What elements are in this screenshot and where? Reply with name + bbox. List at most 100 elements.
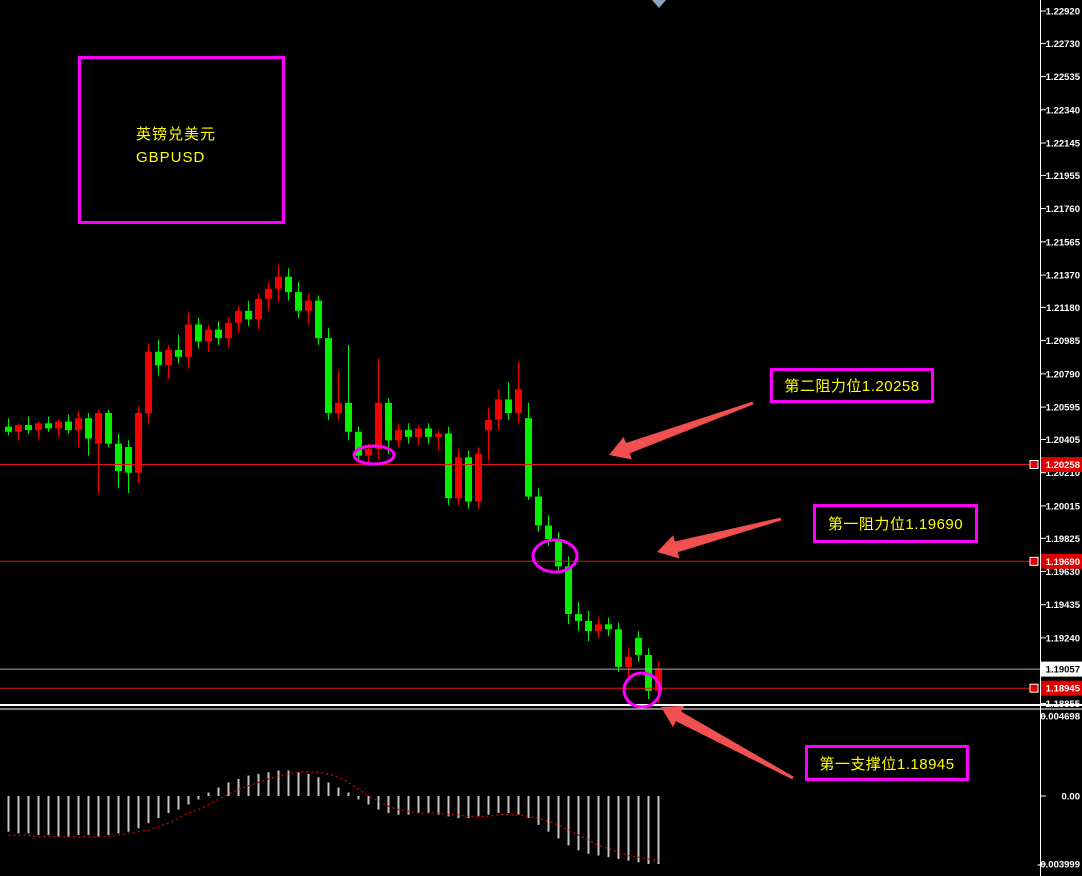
indicator-bar — [317, 777, 320, 796]
scroll-marker-icon[interactable] — [652, 0, 666, 8]
candle-body — [585, 620, 592, 632]
highlight-ellipse[interactable] — [622, 671, 662, 709]
candle-body — [185, 324, 192, 357]
price-axis-label: 1.20595 — [1046, 403, 1081, 414]
indicator-bar — [207, 792, 210, 796]
candle-body — [415, 428, 422, 437]
candle-body — [265, 288, 272, 299]
candle-body — [145, 351, 152, 413]
indicator-bar — [367, 796, 370, 805]
support1-label-box[interactable]: 第一支撑位1.18945 — [805, 745, 969, 781]
indicator-bar — [117, 796, 120, 834]
indicator-axis-label: 0.004698 — [1040, 712, 1080, 723]
resistance2-label-box[interactable]: 第二阻力位1.20258 — [770, 368, 934, 403]
resistance1-label-box[interactable]: 第一阻力位1.19690 — [813, 504, 978, 543]
symbol-info-box[interactable]: 英镑兑美元 GBPUSD — [78, 56, 285, 224]
price-axis-label: 1.22535 — [1046, 72, 1081, 83]
pane-separator[interactable] — [0, 708, 1082, 710]
candle-body — [445, 433, 452, 499]
price-tag-text: 1.19690 — [1046, 557, 1080, 568]
candle-body — [545, 525, 552, 540]
candle-body — [625, 656, 632, 667]
level-anchor-square — [1029, 556, 1039, 566]
indicator-bar — [297, 772, 300, 796]
indicator-bar — [457, 796, 460, 819]
indicator-bar — [307, 773, 310, 796]
pane-separator[interactable] — [0, 704, 1082, 706]
price-axis-label: 1.21180 — [1046, 303, 1080, 314]
indicator-bar — [67, 796, 70, 837]
indicator-bar — [277, 770, 280, 796]
price-axis-label: 1.22145 — [1046, 139, 1081, 150]
candle-body — [275, 276, 282, 289]
indicator-bar — [267, 772, 270, 796]
resistance2-label-text: 第二阻力位1.20258 — [784, 378, 920, 395]
indicator-bar — [357, 796, 360, 800]
price-axis-label: 1.21760 — [1046, 204, 1080, 215]
highlight-ellipse[interactable] — [352, 444, 396, 466]
symbol-ticker: GBPUSD — [136, 149, 206, 166]
candle-body — [255, 298, 262, 320]
indicator-bar — [437, 796, 440, 815]
price-tag-level — [1041, 680, 1082, 696]
candle-body — [35, 423, 42, 431]
indicator-bar — [217, 787, 220, 796]
indicator-bar — [477, 796, 480, 817]
candle-body — [175, 350, 182, 357]
candle-body — [455, 457, 462, 499]
indicator-bar — [627, 796, 630, 861]
resistance1-label-text: 第一阻力位1.19690 — [827, 516, 964, 533]
indicator-bar — [327, 782, 330, 796]
price-tag-text: 1.18945 — [1046, 684, 1081, 695]
indicator-bar — [97, 796, 100, 837]
indicator-bar — [257, 773, 260, 796]
price-axis-label: 1.20405 — [1046, 435, 1081, 446]
candle-body — [515, 389, 522, 414]
candle-body — [115, 443, 122, 471]
price-axis-label: 1.22340 — [1046, 105, 1080, 116]
candle-body — [335, 402, 342, 413]
indicator-bar — [197, 796, 200, 800]
indicator-bar — [237, 779, 240, 796]
candle-body — [135, 413, 142, 473]
candle-body — [215, 329, 222, 339]
annotation-arrow[interactable] — [661, 705, 794, 780]
price-tag-level — [1041, 553, 1082, 569]
highlight-ellipse[interactable] — [531, 538, 579, 574]
candle-body — [655, 669, 662, 691]
candle-body — [235, 310, 242, 323]
annotation-arrow[interactable] — [609, 401, 754, 460]
indicator-bar — [187, 796, 190, 805]
candle-body — [305, 300, 312, 311]
candle-body — [345, 402, 352, 432]
price-axis-label: 1.19825 — [1046, 534, 1081, 545]
price-axis-label: 1.19630 — [1046, 567, 1080, 578]
price-axis-label: 1.19240 — [1046, 633, 1080, 644]
candle-body — [15, 425, 22, 432]
price-tag-text: 1.19057 — [1046, 665, 1080, 676]
indicator-bar — [167, 796, 170, 813]
indicator-bar — [387, 796, 390, 813]
indicator-bar — [417, 796, 420, 813]
support1-label-text: 第一支撑位1.18945 — [819, 755, 955, 773]
indicator-bar — [77, 796, 80, 836]
indicator-bar — [17, 796, 20, 834]
candle-body — [505, 399, 512, 413]
indicator-axis-label: 0.00 — [1062, 792, 1081, 803]
candle-body — [25, 425, 32, 431]
indicator-bar — [107, 796, 110, 836]
candle-body — [95, 413, 102, 444]
indicator-bar — [647, 796, 650, 864]
indicator-bar — [377, 796, 380, 810]
candle-body — [45, 423, 52, 429]
price-tag-level — [1041, 457, 1082, 472]
indicator-bar — [537, 796, 540, 825]
candle-body — [285, 276, 292, 293]
annotation-arrow[interactable] — [657, 517, 782, 559]
candle-body — [495, 399, 502, 420]
candle-body — [5, 426, 12, 432]
indicator-bar — [337, 787, 340, 796]
indicator-bar — [547, 796, 550, 832]
